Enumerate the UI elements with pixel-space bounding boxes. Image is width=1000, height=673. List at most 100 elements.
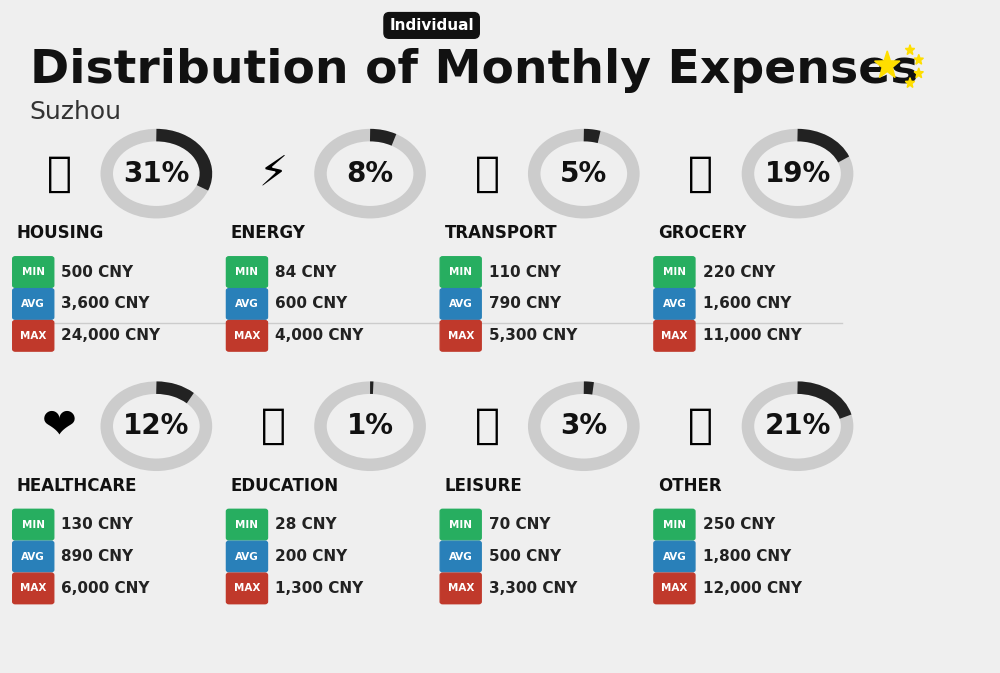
Text: AVG: AVG xyxy=(449,551,473,561)
Text: MAX: MAX xyxy=(234,331,260,341)
Text: HOUSING: HOUSING xyxy=(17,225,104,242)
FancyBboxPatch shape xyxy=(440,509,481,540)
Polygon shape xyxy=(914,55,923,64)
FancyBboxPatch shape xyxy=(440,320,481,351)
Text: ENERGY: ENERGY xyxy=(231,225,306,242)
Text: MIN: MIN xyxy=(449,267,472,277)
Text: MIN: MIN xyxy=(235,520,258,530)
Text: MAX: MAX xyxy=(20,331,46,341)
FancyBboxPatch shape xyxy=(226,509,267,540)
Text: 4,000 CNY: 4,000 CNY xyxy=(275,328,364,343)
Text: EDUCATION: EDUCATION xyxy=(231,477,339,495)
Text: 12%: 12% xyxy=(123,413,190,440)
Text: AVG: AVG xyxy=(235,551,259,561)
FancyBboxPatch shape xyxy=(13,509,54,540)
Polygon shape xyxy=(875,51,900,77)
Text: 28 CNY: 28 CNY xyxy=(275,517,337,532)
Text: GROCERY: GROCERY xyxy=(658,225,747,242)
Text: MAX: MAX xyxy=(448,331,474,341)
FancyBboxPatch shape xyxy=(226,289,267,319)
Text: 500 CNY: 500 CNY xyxy=(489,549,561,564)
Text: 3,300 CNY: 3,300 CNY xyxy=(489,581,577,596)
Text: Distribution of Monthly Expenses: Distribution of Monthly Expenses xyxy=(30,48,918,93)
Text: MAX: MAX xyxy=(234,583,260,594)
Text: 🚌: 🚌 xyxy=(475,153,500,194)
Text: MAX: MAX xyxy=(20,583,46,594)
FancyBboxPatch shape xyxy=(13,541,54,572)
Text: 790 CNY: 790 CNY xyxy=(489,296,561,312)
FancyBboxPatch shape xyxy=(440,289,481,319)
FancyBboxPatch shape xyxy=(654,573,695,604)
Text: 🎓: 🎓 xyxy=(261,405,286,448)
Text: 1%: 1% xyxy=(347,413,394,440)
Text: AVG: AVG xyxy=(21,299,45,309)
Text: 🏢: 🏢 xyxy=(47,153,72,194)
Text: 21%: 21% xyxy=(764,413,831,440)
FancyBboxPatch shape xyxy=(654,289,695,319)
Text: 🛍️: 🛍️ xyxy=(475,405,500,448)
Text: MAX: MAX xyxy=(661,331,688,341)
FancyBboxPatch shape xyxy=(440,256,481,287)
Polygon shape xyxy=(905,77,915,87)
Text: 💰: 💰 xyxy=(688,405,713,448)
Text: 890 CNY: 890 CNY xyxy=(61,549,134,564)
Text: 84 CNY: 84 CNY xyxy=(275,264,337,279)
Text: 19%: 19% xyxy=(764,160,831,188)
Text: 6,000 CNY: 6,000 CNY xyxy=(61,581,150,596)
Text: Individual: Individual xyxy=(389,18,474,33)
Text: 70 CNY: 70 CNY xyxy=(489,517,550,532)
FancyBboxPatch shape xyxy=(440,573,481,604)
Text: 🛒: 🛒 xyxy=(688,153,713,194)
FancyBboxPatch shape xyxy=(226,573,267,604)
FancyBboxPatch shape xyxy=(654,541,695,572)
Text: AVG: AVG xyxy=(235,299,259,309)
FancyBboxPatch shape xyxy=(440,541,481,572)
FancyBboxPatch shape xyxy=(654,256,695,287)
FancyBboxPatch shape xyxy=(654,320,695,351)
FancyBboxPatch shape xyxy=(13,289,54,319)
Text: 110 CNY: 110 CNY xyxy=(489,264,561,279)
Polygon shape xyxy=(905,44,915,55)
Text: AVG: AVG xyxy=(449,299,473,309)
FancyBboxPatch shape xyxy=(13,256,54,287)
Text: 11,000 CNY: 11,000 CNY xyxy=(703,328,801,343)
FancyBboxPatch shape xyxy=(226,541,267,572)
Text: 5%: 5% xyxy=(560,160,607,188)
Text: ⚡: ⚡ xyxy=(259,153,288,194)
Text: AVG: AVG xyxy=(663,551,686,561)
Text: 200 CNY: 200 CNY xyxy=(275,549,347,564)
Text: 600 CNY: 600 CNY xyxy=(275,296,347,312)
Text: MAX: MAX xyxy=(448,583,474,594)
Text: 31%: 31% xyxy=(123,160,190,188)
Text: 12,000 CNY: 12,000 CNY xyxy=(703,581,802,596)
Text: 1,300 CNY: 1,300 CNY xyxy=(275,581,363,596)
Text: MIN: MIN xyxy=(449,520,472,530)
FancyBboxPatch shape xyxy=(654,509,695,540)
Text: 1,600 CNY: 1,600 CNY xyxy=(703,296,791,312)
Text: 5,300 CNY: 5,300 CNY xyxy=(489,328,577,343)
Text: HEALTHCARE: HEALTHCARE xyxy=(17,477,137,495)
Text: 3,600 CNY: 3,600 CNY xyxy=(61,296,150,312)
Text: 8%: 8% xyxy=(347,160,394,188)
Text: LEISURE: LEISURE xyxy=(444,477,522,495)
Text: Suzhou: Suzhou xyxy=(30,100,122,124)
Text: AVG: AVG xyxy=(21,551,45,561)
Text: MAX: MAX xyxy=(661,583,688,594)
Text: OTHER: OTHER xyxy=(658,477,722,495)
Text: 130 CNY: 130 CNY xyxy=(61,517,133,532)
Text: TRANSPORT: TRANSPORT xyxy=(444,225,557,242)
Text: AVG: AVG xyxy=(663,299,686,309)
Polygon shape xyxy=(914,68,923,78)
FancyBboxPatch shape xyxy=(13,320,54,351)
FancyBboxPatch shape xyxy=(13,573,54,604)
Text: 500 CNY: 500 CNY xyxy=(61,264,134,279)
FancyBboxPatch shape xyxy=(226,256,267,287)
Text: MIN: MIN xyxy=(663,520,686,530)
Text: 250 CNY: 250 CNY xyxy=(703,517,775,532)
Text: MIN: MIN xyxy=(663,267,686,277)
Text: MIN: MIN xyxy=(22,267,45,277)
Text: 3%: 3% xyxy=(560,413,607,440)
Text: 220 CNY: 220 CNY xyxy=(703,264,775,279)
Text: MIN: MIN xyxy=(22,520,45,530)
Text: 24,000 CNY: 24,000 CNY xyxy=(61,328,161,343)
